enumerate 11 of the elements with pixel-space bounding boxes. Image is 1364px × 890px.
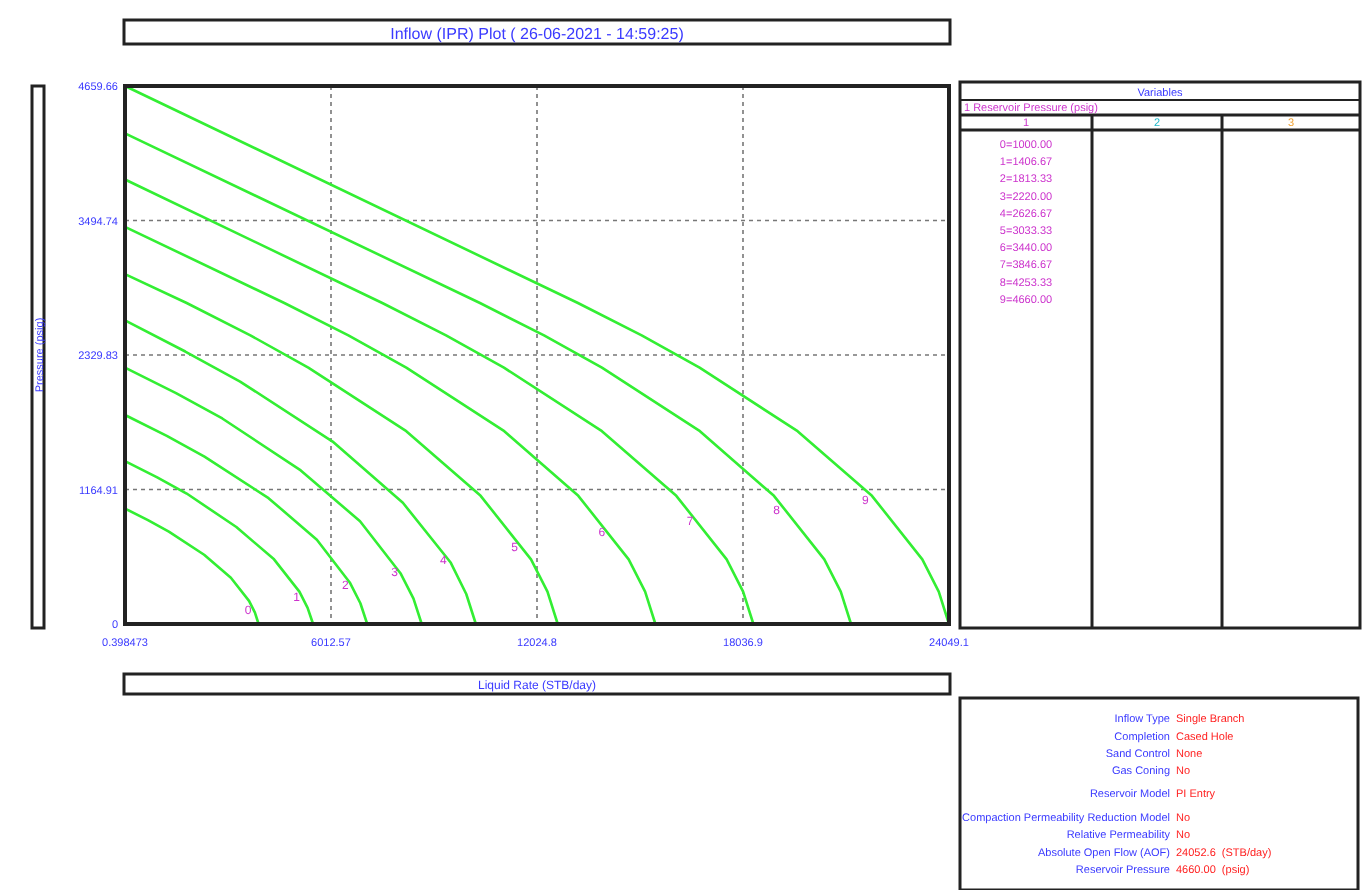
chart-title: Inflow (IPR) Plot ( 26-06-2021 - 14:59:25): [390, 25, 685, 43]
line-series: [123, 132, 853, 626]
line-series: [123, 413, 369, 626]
line-series: [123, 319, 478, 626]
line-series: [123, 272, 560, 626]
line-series: [123, 366, 424, 626]
line-series: [123, 507, 260, 626]
line-series: [123, 84, 951, 626]
line-series: [123, 225, 657, 626]
line-series: [123, 459, 315, 626]
line-series: [123, 178, 755, 626]
